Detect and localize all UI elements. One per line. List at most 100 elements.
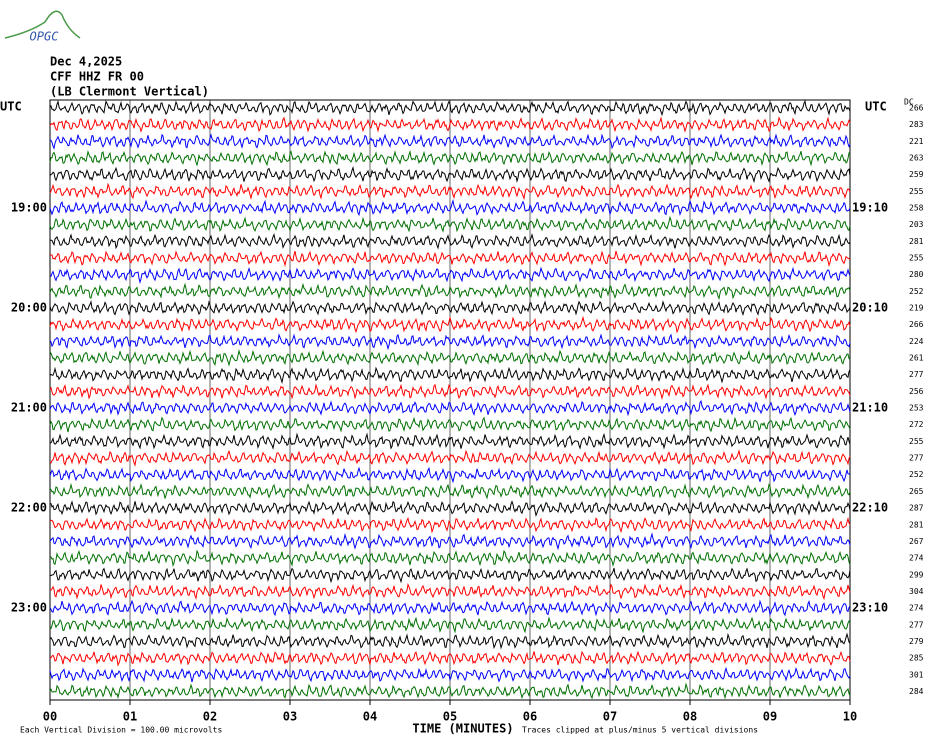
x-tick-label: 03 bbox=[283, 710, 297, 724]
trace bbox=[49, 466, 851, 484]
dc-value: 266 bbox=[909, 320, 924, 329]
dc-value: 284 bbox=[909, 687, 924, 696]
right-header: UTC bbox=[865, 100, 887, 114]
dc-value: 279 bbox=[909, 637, 924, 646]
dc-header: DC bbox=[904, 98, 914, 107]
x-tick-label: 04 bbox=[363, 710, 377, 724]
dc-value: 287 bbox=[909, 504, 924, 513]
x-axis-label: TIME (MINUTES) bbox=[412, 722, 513, 736]
dc-value: 256 bbox=[909, 387, 924, 396]
trace bbox=[49, 232, 851, 250]
trace bbox=[49, 215, 851, 233]
trace bbox=[49, 266, 851, 284]
title: Dec 4,2025 bbox=[50, 55, 122, 69]
dc-value: 304 bbox=[909, 587, 924, 596]
trace bbox=[49, 449, 851, 467]
row-label-left: 20:00 bbox=[11, 301, 47, 315]
left-header: UTC bbox=[0, 100, 22, 114]
dc-value: 203 bbox=[909, 220, 924, 229]
trace bbox=[49, 549, 851, 568]
dc-value: 224 bbox=[909, 337, 924, 346]
dc-value: 266 bbox=[909, 104, 924, 113]
dc-value: 299 bbox=[909, 570, 924, 579]
trace bbox=[49, 133, 851, 150]
dc-value: 263 bbox=[909, 154, 924, 163]
trace bbox=[49, 632, 851, 650]
trace bbox=[50, 500, 851, 518]
trace bbox=[49, 149, 851, 167]
x-tick-label: 10 bbox=[843, 710, 857, 724]
x-tick-label: 08 bbox=[683, 710, 697, 724]
dc-value: 261 bbox=[909, 354, 924, 363]
title: (LB Clermont Vertical) bbox=[50, 85, 209, 99]
trace bbox=[49, 616, 851, 634]
dc-value: 253 bbox=[909, 404, 924, 413]
trace bbox=[49, 399, 851, 417]
dc-value: 252 bbox=[909, 287, 924, 296]
trace bbox=[49, 516, 851, 534]
trace bbox=[49, 348, 851, 367]
row-label-left: 21:00 bbox=[11, 401, 47, 415]
dc-value: 267 bbox=[909, 537, 924, 546]
dc-value: 280 bbox=[909, 270, 924, 279]
trace bbox=[49, 416, 851, 433]
dc-value: 272 bbox=[909, 420, 924, 429]
dc-value: 255 bbox=[909, 254, 924, 263]
dc-value: 285 bbox=[909, 654, 924, 663]
x-tick-label: 06 bbox=[523, 710, 537, 724]
dc-value: 281 bbox=[909, 237, 924, 246]
footer: Traces clipped at plus/minus 5 vertical … bbox=[522, 726, 758, 735]
trace bbox=[49, 282, 851, 301]
trace bbox=[49, 599, 851, 617]
dc-value: 277 bbox=[909, 454, 924, 463]
trace bbox=[49, 99, 851, 117]
dc-value: 255 bbox=[909, 437, 924, 446]
trace bbox=[49, 383, 851, 400]
dc-value: 277 bbox=[909, 620, 924, 629]
dc-value: 274 bbox=[909, 554, 924, 563]
dc-value: 221 bbox=[909, 137, 924, 146]
trace bbox=[49, 567, 851, 584]
x-tick-label: 09 bbox=[763, 710, 777, 724]
dc-value: 255 bbox=[909, 187, 924, 196]
dc-value: 219 bbox=[909, 304, 924, 313]
trace bbox=[49, 532, 851, 551]
dc-value: 281 bbox=[909, 520, 924, 529]
trace bbox=[49, 582, 851, 601]
dc-value: 283 bbox=[909, 120, 924, 129]
row-label-left: 22:00 bbox=[11, 501, 47, 515]
trace bbox=[49, 432, 851, 450]
row-label-right: 22:10 bbox=[852, 501, 888, 515]
row-label-left: 23:00 bbox=[11, 601, 47, 615]
x-tick-label: 05 bbox=[443, 710, 457, 724]
title: CFF HHZ FR 00 bbox=[50, 70, 144, 84]
trace bbox=[49, 682, 851, 700]
trace bbox=[49, 300, 851, 316]
dc-value: 274 bbox=[909, 604, 924, 613]
row-label-right: 19:10 bbox=[852, 201, 888, 215]
trace bbox=[49, 182, 851, 201]
trace bbox=[49, 666, 851, 683]
dc-value: 258 bbox=[909, 204, 924, 213]
x-tick-label: 02 bbox=[203, 710, 217, 724]
logo-curve bbox=[4, 10, 81, 39]
row-label-right: 21:10 bbox=[852, 401, 888, 415]
x-tick-label: 01 bbox=[123, 710, 137, 724]
trace bbox=[49, 333, 851, 351]
trace bbox=[49, 116, 851, 133]
dc-value: 259 bbox=[909, 170, 924, 179]
dc-value: 277 bbox=[909, 370, 924, 379]
dc-value: 252 bbox=[909, 470, 924, 479]
trace bbox=[49, 650, 851, 667]
trace bbox=[49, 315, 851, 334]
row-label-right: 20:10 bbox=[852, 301, 888, 315]
x-tick-label: 00 bbox=[43, 710, 57, 724]
footer: Each Vertical Division = 100.00 microvol… bbox=[20, 726, 222, 735]
trace bbox=[49, 199, 851, 217]
trace bbox=[49, 366, 851, 385]
dc-value: 265 bbox=[909, 487, 924, 496]
trace bbox=[49, 250, 851, 267]
trace bbox=[49, 482, 851, 500]
x-tick-label: 07 bbox=[603, 710, 617, 724]
